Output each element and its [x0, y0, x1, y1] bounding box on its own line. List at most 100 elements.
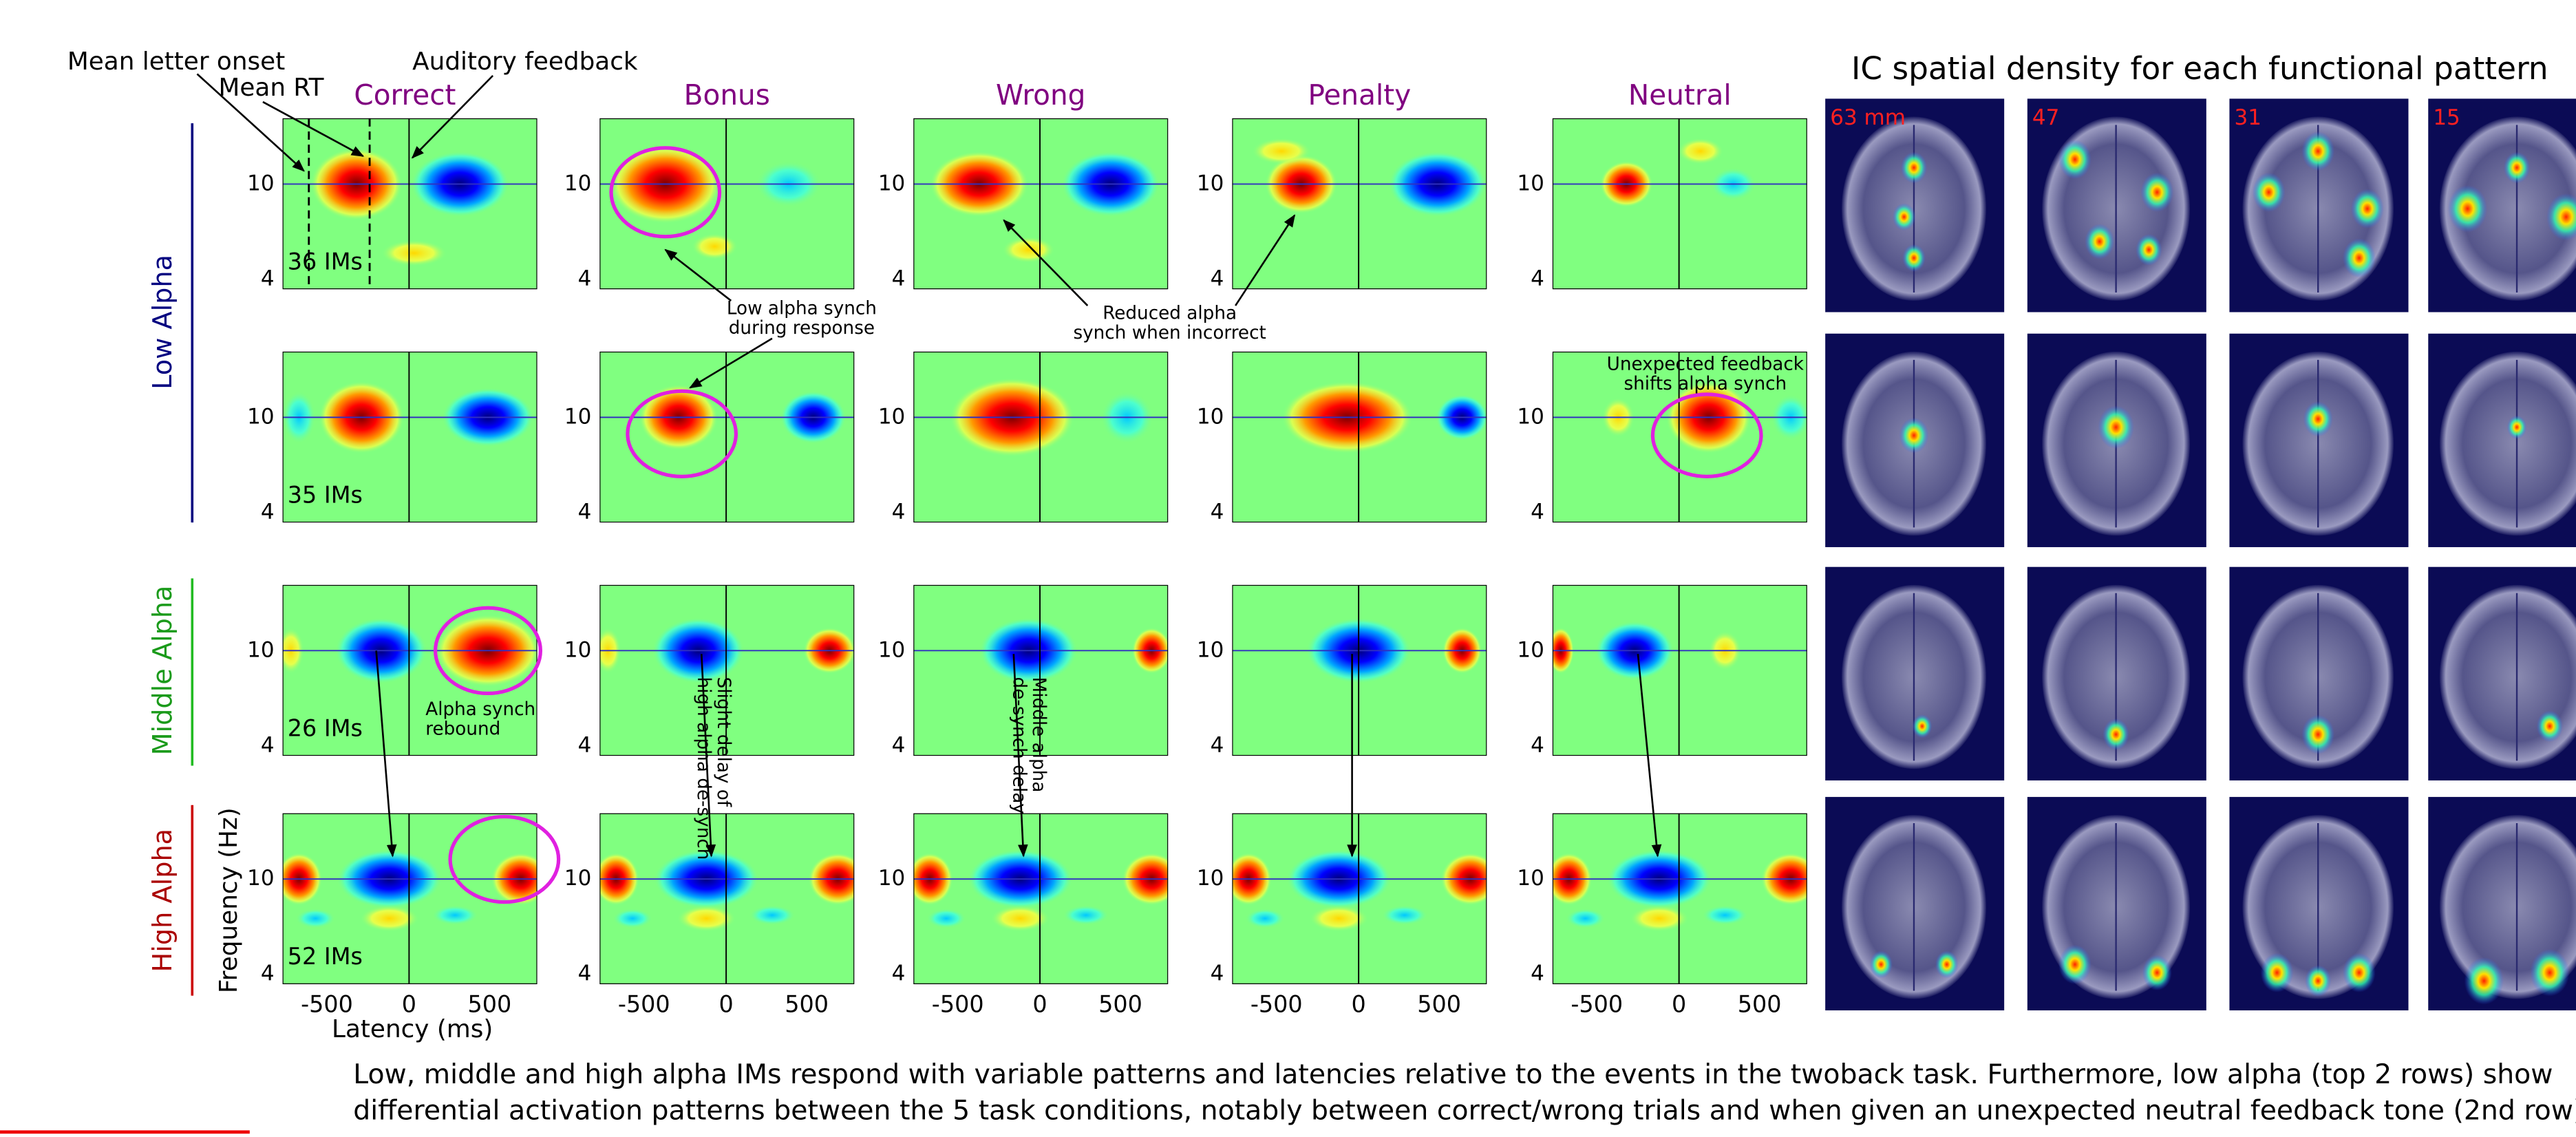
density-spot — [2343, 238, 2376, 277]
y-tick-label: 10 — [564, 637, 591, 662]
x-tick-label: -500 — [1571, 990, 1623, 1017]
heatmap — [1548, 585, 1807, 756]
y-tick-label: 4 — [578, 961, 592, 986]
band-label: Middle Alpha — [148, 586, 178, 756]
density-spot — [2343, 953, 2376, 992]
x-tick-label: 0 — [1352, 990, 1366, 1017]
x-axis-label: Latency (ms) — [332, 1015, 493, 1043]
density-spot — [2448, 185, 2487, 233]
band-label: High Alpha — [148, 829, 178, 972]
density-spot — [2142, 955, 2172, 990]
activation-blob — [990, 905, 1050, 931]
heatmap — [599, 118, 854, 289]
column-title: Wrong — [996, 78, 1085, 111]
heatmap — [1226, 814, 1500, 984]
brain-panel — [2229, 334, 2408, 547]
annotation: Auditory feedback — [412, 47, 638, 76]
im-count: 52 IMs — [288, 943, 363, 970]
brain-panel — [1825, 567, 2004, 780]
y-tick-label: 10 — [247, 637, 274, 662]
heatmap — [1553, 118, 1807, 289]
density-spot — [1901, 152, 1927, 184]
brain-panel — [1825, 797, 2004, 1010]
brain-panel — [2027, 98, 2206, 312]
activation-blob — [1063, 905, 1109, 925]
x-tick-label: 500 — [1098, 990, 1142, 1017]
density-spot — [2351, 189, 2384, 229]
annotation: synch when incorrect — [1073, 323, 1266, 343]
im-count: 26 IMs — [288, 714, 363, 741]
im-count: 36 IMs — [288, 248, 363, 275]
density-spot — [2465, 957, 2504, 1005]
x-tick-label: 0 — [1672, 990, 1686, 1017]
x-tick-label: 0 — [402, 990, 416, 1017]
activation-blob — [613, 908, 652, 928]
x-tick-label: -500 — [1250, 990, 1303, 1017]
activation-blob — [296, 908, 335, 928]
density-spot — [2058, 945, 2091, 984]
brain-panel — [2027, 334, 2206, 547]
density-spot — [2507, 416, 2527, 439]
depth-label: 63 mm — [1830, 105, 1906, 130]
density-spot — [2301, 131, 2334, 171]
activation-blob — [1702, 905, 1748, 925]
y-tick-label: 10 — [878, 866, 905, 891]
y-tick-label: 4 — [892, 266, 906, 291]
density-spot — [1899, 418, 1929, 454]
annotation: Reduced alpha — [1103, 303, 1237, 323]
density-spot — [2140, 173, 2173, 212]
density-spot — [1870, 950, 1893, 978]
column-title: Correct — [354, 78, 456, 111]
y-tick-label: 10 — [1517, 637, 1544, 662]
x-tick-label: -500 — [932, 990, 984, 1017]
annotation: Alpha synch — [425, 699, 535, 720]
y-tick-label: 10 — [1197, 866, 1224, 891]
activation-blob — [692, 233, 738, 259]
x-tick-label: 0 — [718, 990, 733, 1017]
y-axis-label: Frequency (Hz) — [215, 807, 243, 993]
activation-blob — [360, 905, 419, 931]
column-title: Neutral — [1628, 78, 1732, 111]
density-spot — [2103, 719, 2129, 750]
activation-blob — [1310, 905, 1369, 931]
caption-line: differential activation patterns between… — [353, 1095, 2576, 1127]
density-spot — [2305, 965, 2331, 997]
annotation: Unexpected feedback — [1607, 354, 1805, 374]
density-spot — [2301, 714, 2334, 754]
activation-blob — [1566, 908, 1605, 928]
activation-blob — [1677, 138, 1723, 164]
activation-blob — [1252, 138, 1311, 164]
y-tick-label: 4 — [1531, 733, 1544, 758]
y-tick-label: 10 — [1197, 171, 1224, 195]
density-spot — [1913, 714, 1933, 738]
activation-blob — [432, 905, 478, 925]
figure: Low Alpha Middle Alpha High Alpha Freque… — [0, 0, 2576, 1137]
density-spot — [2136, 234, 2162, 266]
y-tick-label: 4 — [1531, 500, 1544, 524]
x-tick-label: -500 — [301, 990, 353, 1017]
brain-panel — [2428, 334, 2576, 547]
density-spot — [2537, 710, 2563, 742]
density-spot — [2085, 224, 2114, 259]
column-title: Bonus — [684, 78, 770, 111]
depth-label: 47 — [2032, 105, 2059, 130]
heatmap — [1546, 814, 1820, 984]
brain-panel — [2229, 797, 2408, 1010]
y-tick-label: 4 — [1211, 733, 1224, 758]
y-tick-label: 4 — [1211, 266, 1224, 291]
y-tick-label: 4 — [578, 733, 592, 758]
annotation: Middle alpha — [1028, 677, 1049, 793]
activation-blob — [1630, 905, 1689, 931]
annotation: Slight delay of — [713, 677, 734, 807]
heatmap — [1232, 118, 1487, 289]
brain-panel — [2428, 567, 2576, 780]
y-tick-label: 10 — [878, 171, 905, 195]
y-tick-label: 4 — [578, 500, 592, 524]
heatmap-bg — [1553, 585, 1807, 756]
y-tick-label: 10 — [878, 637, 905, 662]
brain-panel — [1825, 334, 2004, 547]
depth-label: 31 — [2234, 105, 2261, 130]
depth-label: 15 — [2433, 105, 2460, 130]
density-spot — [1902, 244, 1925, 272]
y-tick-label: 4 — [892, 500, 906, 524]
